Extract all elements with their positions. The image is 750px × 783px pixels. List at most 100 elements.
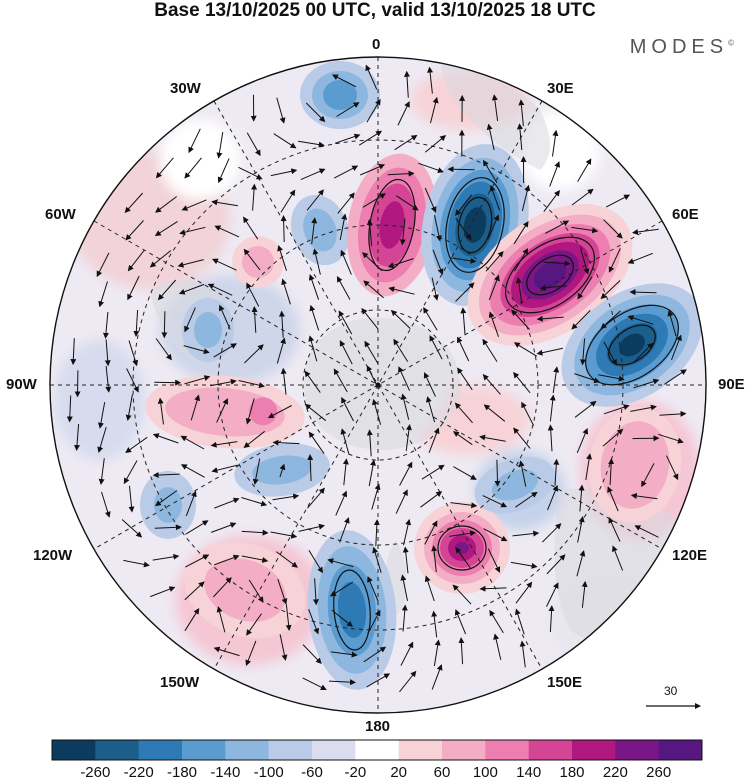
wind-arrow: [127, 275, 140, 301]
wind-arrow: [126, 368, 139, 393]
lon-label-120e: 120E: [672, 547, 708, 564]
brand-logo: MODES©: [630, 36, 734, 59]
wind-arrow: [543, 260, 571, 267]
wind-arrow: [454, 402, 473, 424]
colorbar-cell: [355, 740, 400, 760]
wind-arrow: [483, 404, 506, 422]
wind-arrow: [521, 184, 531, 212]
wind-arrow: [366, 673, 391, 688]
wind-arrow: [276, 551, 298, 568]
wind-arrow: [659, 410, 687, 417]
wind-arrow: [280, 215, 287, 243]
wind-arrow: [272, 439, 300, 446]
wind-arrow: [390, 309, 411, 329]
lon-label-30w: 30W: [170, 80, 201, 97]
wind-arrow: [154, 220, 178, 237]
wind-arrow: [581, 580, 588, 608]
wind-arrow: [633, 378, 660, 389]
contour: [585, 304, 679, 386]
wind-arrow: [394, 134, 418, 151]
wind-arrow: [339, 517, 350, 543]
wind-arrow: [155, 338, 172, 361]
wind-arrow: [479, 585, 507, 592]
wind-arrow: [155, 196, 178, 213]
wind-arrow: [455, 282, 475, 302]
wind-arrow: [431, 610, 438, 638]
wind-arrow: [425, 396, 436, 423]
wind-arrow: [453, 466, 477, 480]
wind-arrow: [98, 281, 108, 308]
wind-arrow: [128, 485, 135, 513]
wind-vectors: [66, 64, 687, 693]
wind-arrow: [401, 604, 408, 632]
wind-arrow: [455, 194, 473, 216]
map-border: [49, 56, 707, 714]
wind-arrow: [608, 458, 615, 486]
wind-arrow: [460, 307, 467, 335]
wind-arrow: [276, 97, 286, 124]
wind-arrow: [358, 130, 383, 146]
wind-arrow: [482, 495, 508, 508]
wind-arrow: [431, 277, 439, 301]
wind-arrow: [328, 679, 356, 686]
contour: [504, 236, 596, 314]
wind-arrow: [336, 102, 360, 117]
wind-arrow: [513, 371, 531, 394]
wind-arrow: [270, 168, 298, 177]
wind-arrow: [449, 530, 477, 537]
wind-arrow: [571, 188, 594, 206]
wind-arrow: [190, 394, 201, 421]
wind-arrow: [578, 484, 585, 512]
wind-arrow: [279, 634, 288, 661]
wind-arrow: [479, 434, 506, 442]
contour: [445, 177, 505, 273]
wind-arrow: [241, 529, 269, 536]
wind-arrow: [585, 453, 593, 480]
wind-arrow: [298, 523, 325, 532]
wind-arrow: [431, 545, 438, 573]
wind-arrow: [512, 530, 540, 537]
wind-arrow: [667, 310, 677, 337]
wind-arrow: [552, 366, 560, 394]
wind-arrow: [216, 606, 226, 633]
wind-arrow: [539, 284, 567, 291]
wind-arrow: [536, 315, 564, 322]
wind-arrow: [238, 380, 265, 389]
wind-arrow: [244, 344, 264, 364]
wind-arrow: [482, 374, 501, 395]
wind-arrow: [66, 395, 73, 423]
wind-arrow: [252, 458, 261, 485]
wind-arrow: [393, 338, 409, 362]
wind-arrow: [372, 546, 382, 573]
wind-arrow: [605, 194, 631, 208]
colorbar-tick-label: -100: [253, 764, 284, 781]
wind-arrow: [152, 433, 179, 444]
wind-arrow: [485, 250, 504, 272]
wind-arrow: [405, 424, 412, 451]
wind-arrow: [641, 463, 655, 488]
wind-arrow: [552, 129, 559, 157]
wind-arrow: [308, 609, 319, 635]
wind-arrow: [211, 464, 238, 474]
wind-arrow: [246, 132, 261, 157]
wind-arrow: [335, 490, 348, 516]
wind-arrow: [371, 483, 381, 510]
wind-arrow: [367, 609, 381, 634]
wind-arrow: [308, 431, 325, 454]
wind-arrow: [245, 398, 255, 425]
wind-arrow: [402, 546, 409, 574]
wind-arrow: [241, 555, 269, 563]
wind-arrow: [184, 375, 211, 385]
wind-arrow: [307, 487, 325, 509]
wind-arrow: [184, 157, 202, 179]
wind-arrow: [334, 133, 361, 144]
reference-vector-label: 30: [664, 684, 678, 698]
wind-arrow: [211, 199, 238, 207]
wind-arrow: [73, 424, 80, 451]
wind-arrow: [482, 338, 498, 362]
wind-arrow: [549, 161, 561, 187]
colorbar-tick-label: 60: [433, 764, 451, 781]
colorbar-tick-label: -260: [80, 764, 111, 781]
anomaly-patch: [55, 340, 145, 460]
